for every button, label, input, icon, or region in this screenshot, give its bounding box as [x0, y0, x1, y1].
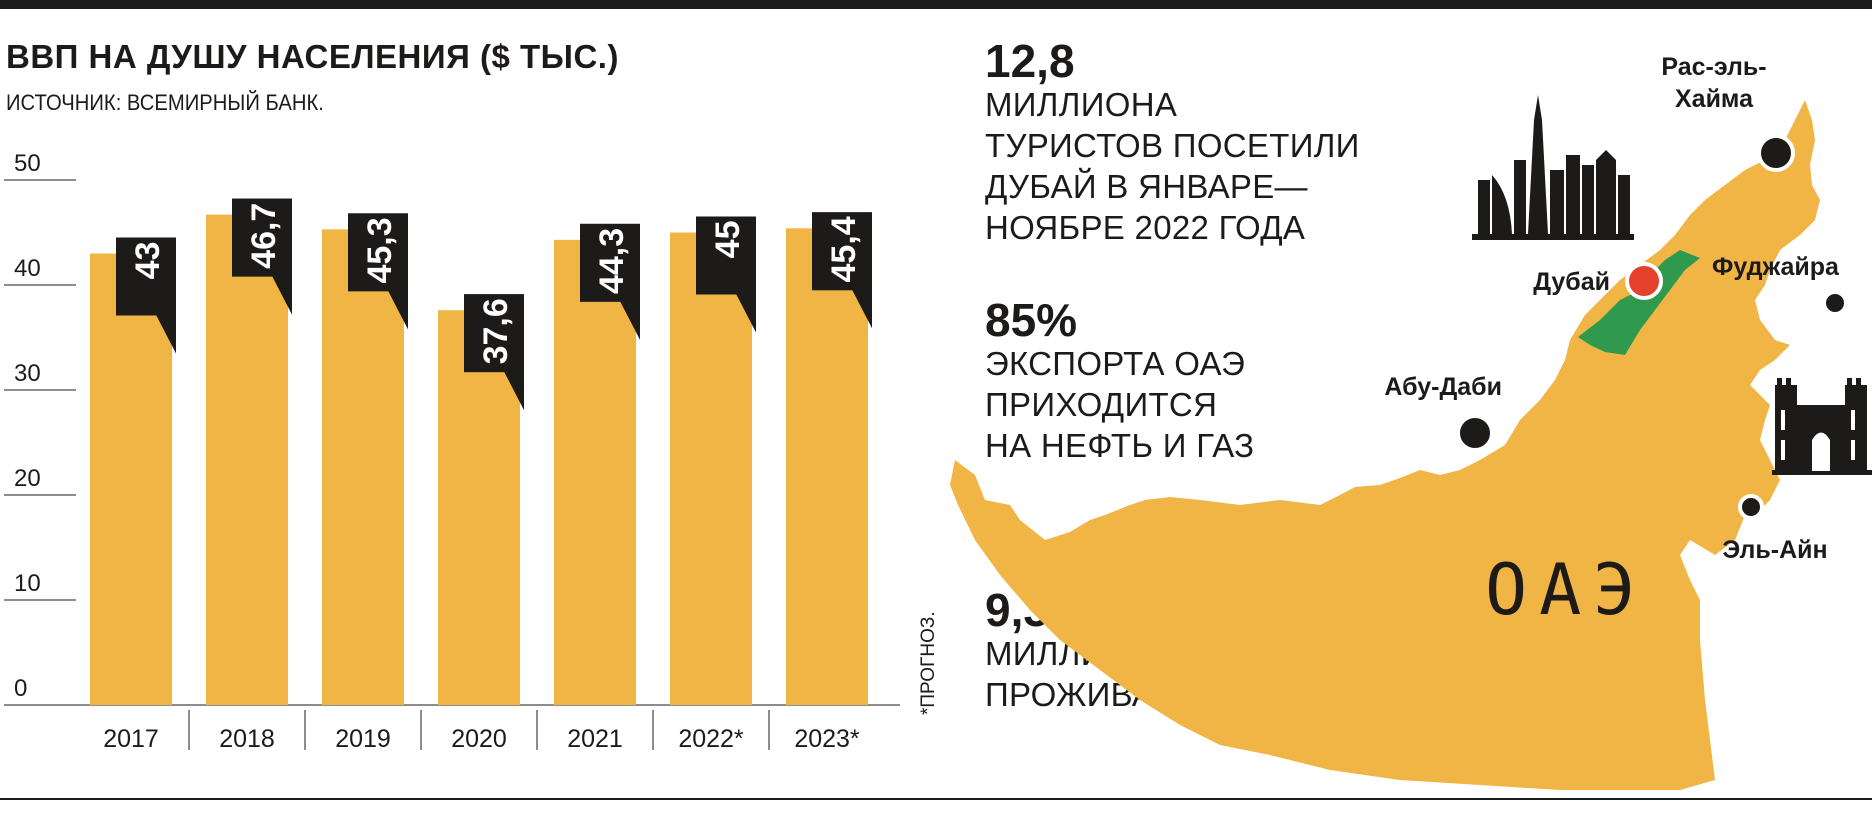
bar-label-box: [696, 216, 756, 295]
fort-icon: [1772, 378, 1872, 475]
bar: [670, 232, 752, 705]
bar-label-box: [812, 212, 872, 291]
city-dot-al-ain: [1738, 494, 1764, 520]
forecast-note: *ПРОГНОЗ.: [918, 611, 939, 715]
city-dot-ras-al-khaimah: [1757, 134, 1795, 172]
x-tick-label: 2018: [219, 725, 275, 753]
stat-export-line: ЭКСПОРТА ОАЭ: [985, 345, 1246, 382]
x-tick-label: 2019: [335, 725, 391, 753]
bar: [554, 239, 636, 705]
bar: [786, 228, 868, 706]
stat-tourists-line: ТУРИСТОВ ПОСЕТИЛИ: [985, 127, 1360, 164]
city-dot-fujairah: [1822, 290, 1848, 316]
dubai-skyline-icon: [1472, 95, 1634, 240]
stat-tourists-line: ДУБАЙ В ЯНВАРЕ—: [985, 168, 1308, 205]
country-label: ОАЭ: [1485, 549, 1647, 631]
bar-value-label: 44,3: [593, 228, 631, 294]
bar-label-box: [464, 294, 524, 373]
stat-tourists-line: МИЛЛИОНА: [985, 86, 1178, 123]
x-tick-label: 2020: [451, 725, 507, 753]
bar-chart: 0 10 20 30 40 50 43 2017 46,7 2018 45,3 2019 37,6 202…: [4, 150, 900, 753]
chart-title: ВВП НА ДУШУ НАСЕЛЕНИЯ ($ ТЫС.): [6, 38, 619, 75]
stat-tourists: 12,8 МИЛЛИОНА ТУРИСТОВ ПОСЕТИЛИ ДУБАЙ В …: [985, 38, 1360, 248]
x-tick-label: 2017: [103, 725, 159, 753]
chart-source: ИСТОЧНИК: ВСЕМИРНЫЙ БАНК.: [6, 90, 324, 115]
bar-value-label: 43: [129, 242, 167, 280]
dubai-area: [1578, 250, 1700, 355]
uae-land-shape: [950, 100, 1820, 790]
city-dot-dubai: [1625, 262, 1663, 300]
x-tick-label: 2022*: [678, 725, 744, 753]
stat-export-line: НА НЕФТЬ И ГАЗ: [985, 427, 1255, 464]
bar: [206, 214, 288, 705]
bottom-rule: [0, 798, 1872, 800]
y-tick-label: 0: [14, 675, 27, 702]
city-dot-abu-dhabi: [1456, 414, 1494, 452]
label-al-ain: Эль-Айн: [1722, 536, 1827, 564]
top-rule: [0, 0, 1872, 9]
bar-value-label: 45: [709, 221, 747, 259]
label-ras-al-khaimah: Хайма: [1675, 85, 1754, 113]
bar-label-box: [580, 223, 640, 302]
y-tick-label: 40: [14, 255, 41, 282]
x-tick-label: 2021: [567, 725, 623, 753]
y-tick-label: 30: [14, 360, 41, 387]
label-abu-dhabi: Абу-Даби: [1384, 373, 1502, 401]
label-fujairah: Фуджайра: [1712, 253, 1840, 281]
bar-label-box: [116, 237, 176, 316]
stat-export-line: ПРИХОДИТСЯ: [985, 386, 1218, 423]
stat-tourists-line: НОЯБРЕ 2022 ГОДА: [985, 209, 1306, 246]
bar-value-label: 45,4: [825, 216, 863, 282]
label-ras-al-khaimah: Рас-эль-: [1661, 53, 1766, 81]
y-tick-label: 10: [14, 570, 41, 597]
stat-export: 85% ЭКСПОРТА ОАЭ ПРИХОДИТСЯ НА НЕФТЬ И Г…: [985, 297, 1254, 466]
y-tick-label: 20: [14, 465, 41, 492]
bar-label-box: [232, 198, 292, 277]
bar-value-label: 46,7: [245, 203, 283, 269]
label-dubai: Дубай: [1533, 268, 1610, 296]
uae-map: Рас-эль- Хайма Дубай Фуджайра Абу-Даби Э…: [950, 53, 1872, 790]
bar: [90, 253, 172, 705]
y-tick-label: 50: [14, 150, 41, 177]
x-tick-label: 2023*: [794, 725, 860, 753]
bar-value-label: 45,3: [361, 217, 399, 283]
bar: [322, 229, 404, 705]
bar-value-label: 37,6: [477, 298, 515, 364]
stat-tourists-value: 12,8: [985, 35, 1075, 87]
bar-label-box: [348, 213, 408, 292]
stat-export-value: 85%: [985, 294, 1078, 346]
